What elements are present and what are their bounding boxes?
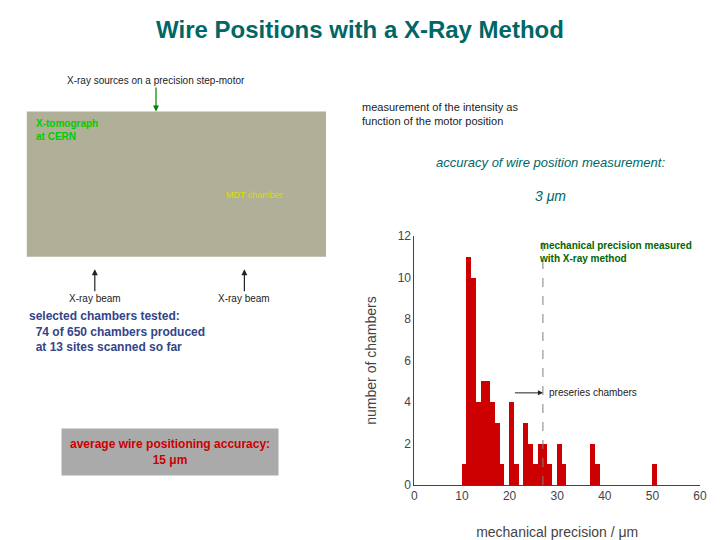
svg-text:10: 10 xyxy=(455,489,469,503)
svg-text:20: 20 xyxy=(503,489,517,503)
svg-text:selected chambers tested: 74: selected chambers tested: 74 of 650 cham… xyxy=(29,309,205,354)
svg-text:6: 6 xyxy=(404,354,411,368)
svg-text:X-ray sources on a precision s: X-ray sources on a precision step-motor xyxy=(67,75,245,86)
svg-text:3 μm: 3 μm xyxy=(535,188,566,204)
svg-text:8: 8 xyxy=(404,312,411,326)
svg-text:40: 40 xyxy=(598,489,612,503)
svg-text:60: 60 xyxy=(693,489,707,503)
svg-text:preseries chambers: preseries chambers xyxy=(549,387,637,398)
svg-text:Wire Positions with a X-Ray Me: Wire Positions with a X-Ray Method xyxy=(156,16,564,43)
svg-text:mechanical precision measuredw: mechanical precision measuredwith X-ray … xyxy=(539,240,692,264)
svg-text:2: 2 xyxy=(404,437,411,451)
svg-text:4: 4 xyxy=(404,395,411,409)
svg-text:10: 10 xyxy=(398,271,412,285)
svg-text:0: 0 xyxy=(411,489,418,503)
svg-text:number of chambers: number of chambers xyxy=(363,296,379,424)
svg-text:measurement of the intensity a: measurement of the intensity asfunction … xyxy=(362,101,518,127)
svg-text:12: 12 xyxy=(398,229,412,243)
svg-text:0: 0 xyxy=(404,478,411,492)
svg-text:X-ray beam: X-ray beam xyxy=(69,293,121,304)
svg-text:50: 50 xyxy=(646,489,660,503)
svg-text:mechanical precision / μm: mechanical precision / μm xyxy=(476,524,638,540)
svg-text:X-tomographat CERN: X-tomographat CERN xyxy=(36,118,98,142)
svg-text:average wire positioning accur: average wire positioning accuracy:15 μm xyxy=(70,437,270,467)
svg-text:X-ray beam: X-ray beam xyxy=(218,293,270,304)
svg-text:accuracy of wire position meas: accuracy of wire position measurement: xyxy=(436,155,665,170)
svg-text:30: 30 xyxy=(551,489,565,503)
svg-text:MDT chamber: MDT chamber xyxy=(226,190,283,200)
